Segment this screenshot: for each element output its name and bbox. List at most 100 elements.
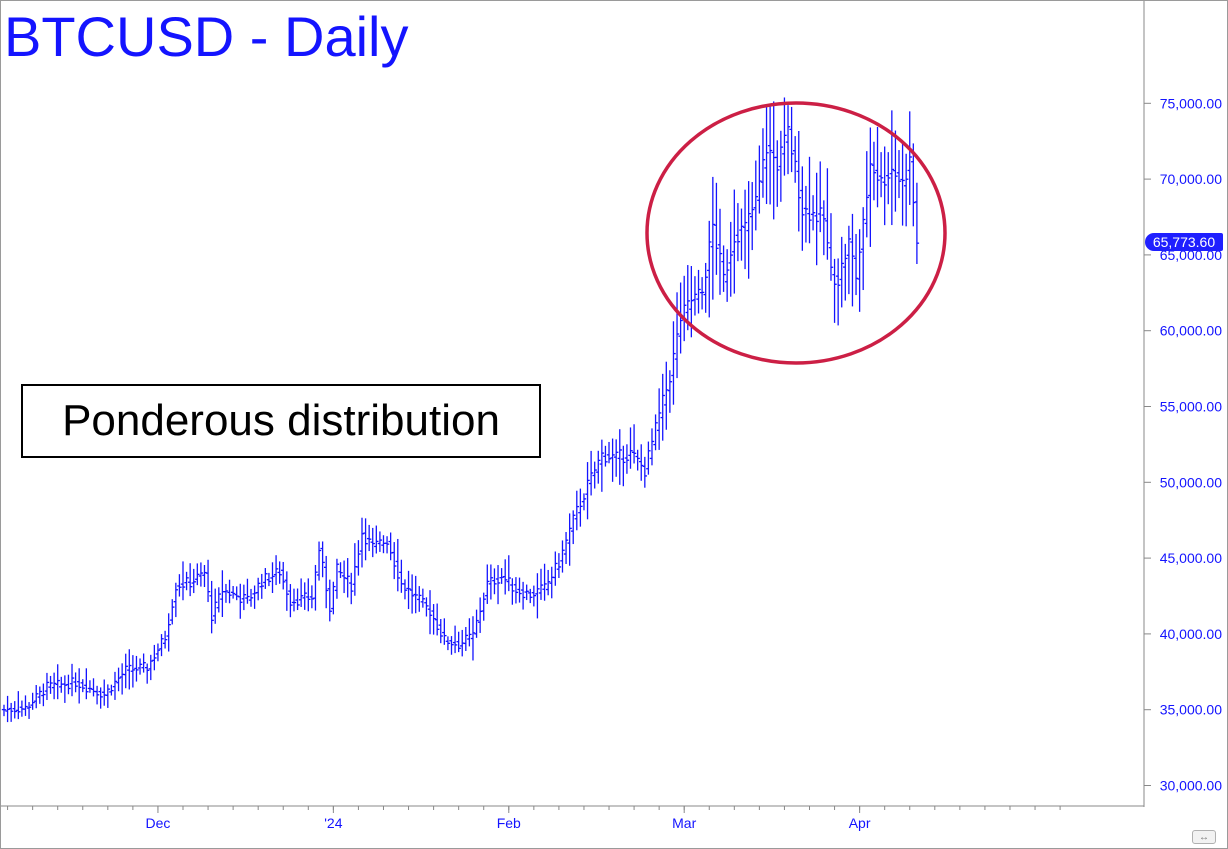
ohlc-bar: [44, 672, 50, 701]
ohlc-bar: [775, 140, 780, 207]
ohlc-bar: [452, 625, 458, 654]
ohlc-bar: [345, 558, 350, 598]
x-tick-label: Apr: [849, 815, 871, 831]
ohlc-bar: [384, 536, 390, 554]
ohlc-bar: [703, 262, 708, 313]
ohlc-bar: [621, 445, 626, 487]
ohlc-bar: [542, 563, 547, 601]
scroll-handle[interactable]: ↔: [1192, 830, 1216, 844]
ohlc-bar: [80, 679, 85, 693]
ohlc-bar: [8, 702, 14, 722]
ohlc-bar: [84, 668, 89, 700]
ohlc-bar: [624, 444, 630, 474]
ohlc-bar: [503, 559, 508, 595]
ohlc-bar: [896, 150, 902, 199]
ohlc-bar: [610, 438, 615, 482]
ohlc-bar: [356, 540, 361, 576]
ohlc-bar: [581, 493, 587, 511]
ohlc-bar: [241, 584, 247, 611]
ohlc-bar: [488, 564, 494, 600]
ohlc-bar: [363, 518, 368, 561]
ohlc-bar: [696, 269, 701, 314]
ohlc-bar: [510, 578, 515, 605]
ohlc-bar: [678, 282, 683, 354]
ohlc-bar: [395, 538, 400, 592]
ohlc-bar: [30, 692, 35, 710]
ohlc-bar: [59, 676, 64, 693]
ohlc-bar: [123, 653, 128, 689]
ohlc-bar: [417, 586, 422, 612]
ohlc-bar: [517, 577, 522, 603]
ohlc-bar: [746, 181, 751, 279]
ohlc-bar: [195, 563, 200, 586]
ohlc-bar: [116, 667, 121, 692]
ohlc-bar: [76, 668, 82, 704]
ohlc-bar: [814, 172, 819, 266]
ohlc-bar: [528, 588, 533, 604]
ohlc-bar: [750, 182, 755, 251]
y-tick-label: 50,000.00: [1160, 474, 1222, 490]
ohlc-bar: [216, 587, 221, 613]
ohlc-bar: [187, 563, 193, 597]
ohlc-bar: [302, 582, 307, 610]
ohlc-bar: [277, 561, 282, 584]
ohlc-bar: [338, 562, 343, 579]
ohlc-bar: [255, 577, 261, 601]
ohlc-bar: [427, 590, 433, 635]
ohlc-bar: [62, 675, 68, 703]
ohlc-bar: [699, 277, 705, 310]
ohlc-bar: [420, 588, 426, 608]
ohlc-bar: [48, 675, 53, 694]
ohlc-bar: [843, 243, 848, 301]
ohlc-bar: [406, 570, 411, 610]
x-axis: Dec '24 Feb Mar Apr: [1, 805, 1144, 831]
ohlc-bars: [1, 97, 920, 723]
ohlc-bar: [742, 189, 748, 270]
ohlc-bar: [424, 597, 429, 617]
ohlc-bar: [513, 577, 519, 604]
ohlc-bar: [724, 249, 730, 302]
ohlc-bar: [846, 225, 852, 295]
ohlc-bar: [155, 643, 161, 662]
ohlc-bar: [470, 616, 476, 661]
ohlc-bar: [714, 182, 719, 275]
ohlc-bar: [735, 203, 741, 262]
ohlc-bar: [646, 441, 651, 475]
ohlc-bar: [141, 653, 146, 673]
ohlc-bar: [109, 684, 114, 696]
ohlc-bar: [853, 233, 859, 296]
ohlc-bar: [148, 654, 153, 681]
annotation-box: Ponderous distribution: [21, 384, 541, 458]
y-tick-label: 60,000.00: [1160, 323, 1222, 339]
ohlc-bar: [474, 609, 479, 638]
ohlc-bar: [295, 588, 300, 611]
ohlc-bar: [248, 588, 254, 607]
ohlc-bar: [914, 182, 920, 264]
ohlc-bar: [413, 575, 418, 614]
ohlc-bar: [596, 450, 601, 484]
ohlc-bar: [878, 152, 884, 198]
ohlc-bar: [810, 195, 816, 231]
ohlc-bar: [563, 532, 569, 564]
ohlc-bar: [402, 579, 408, 600]
ohlc-bar: [649, 428, 655, 466]
ohlc-bar: [191, 568, 196, 594]
ohlc-bar: [825, 168, 830, 260]
ohlc-bar: [506, 555, 511, 592]
ohlc-bar: [41, 683, 46, 707]
ohlc-bar: [184, 571, 189, 591]
ohlc-bar: [152, 644, 157, 671]
ohlc-bar: [771, 101, 776, 220]
ohlc-bar: [298, 578, 304, 607]
ohlc-bar: [399, 559, 404, 593]
ohlc-bar: [653, 414, 658, 451]
ohlc-bar: [739, 208, 744, 261]
x-tick-label: '24: [324, 815, 342, 831]
ohlc-bar: [796, 130, 801, 232]
ohlc-bar: [223, 583, 229, 603]
y-tick-label: 35,000.00: [1160, 702, 1222, 718]
ohlc-bar: [273, 555, 279, 586]
ohlc-bar: [692, 276, 698, 316]
ohlc-bar: [170, 599, 175, 625]
ohlc-bar: [259, 573, 264, 599]
